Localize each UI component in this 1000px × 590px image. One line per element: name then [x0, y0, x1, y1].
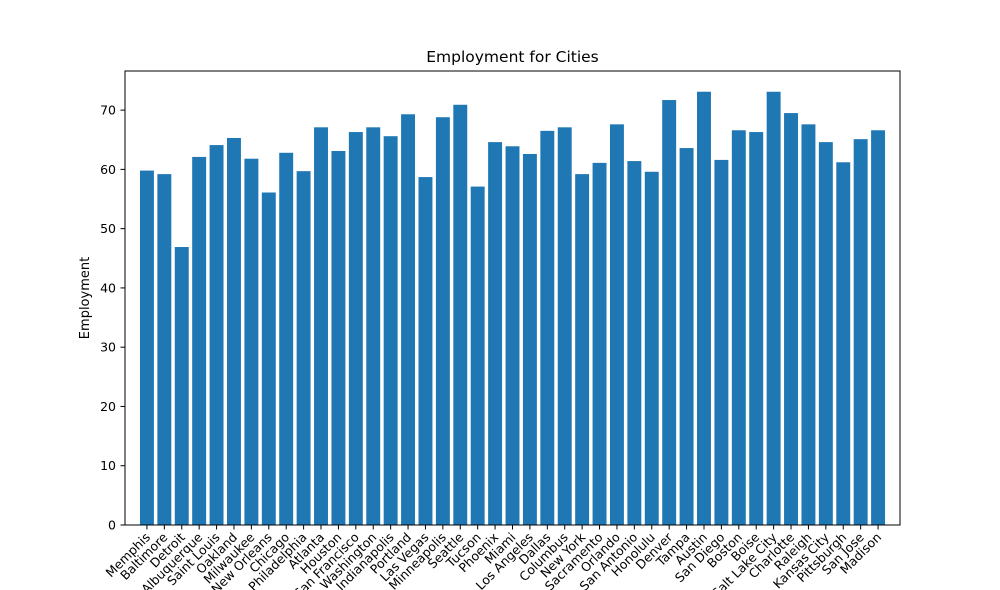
bars-layer — [139, 91, 886, 526]
bar-denver — [662, 100, 677, 525]
bar-detroit — [174, 247, 189, 525]
bar-indianapolis — [383, 136, 398, 525]
y-tick-label: 20 — [100, 399, 116, 414]
bar-milwaukee — [244, 158, 259, 525]
y-tick-label: 60 — [100, 162, 116, 177]
bar-san-diego — [714, 159, 729, 525]
y-tick-label: 0 — [108, 518, 116, 533]
bar-chicago — [279, 152, 294, 526]
bar-san-jose — [853, 139, 868, 525]
bar-madison — [871, 130, 886, 525]
bar-washington — [366, 127, 381, 525]
bar-los-angeles — [522, 153, 537, 526]
bar-philadelphia — [296, 171, 311, 525]
bar-saint-louis — [209, 145, 224, 525]
bar-tucson — [470, 186, 485, 525]
x-axis: MemphisBaltimoreDetroitAlbuquerqueSaint … — [102, 525, 884, 590]
bar-baltimore — [157, 174, 172, 525]
bar-dallas — [540, 130, 555, 526]
bar-salt-lake-city — [766, 91, 781, 526]
bar-miami — [505, 146, 520, 525]
y-tick-label: 70 — [100, 103, 116, 118]
bar-seattle — [453, 104, 468, 525]
bar-charlotte — [784, 113, 798, 525]
bar-atlanta — [314, 127, 328, 525]
bar-las-vegas — [418, 177, 433, 525]
y-tick-label: 30 — [100, 340, 116, 355]
bar-new-orleans — [261, 192, 276, 525]
bar-memphis — [139, 170, 154, 525]
bar-portland — [401, 114, 416, 526]
bar-minneapolis — [435, 117, 450, 525]
plot-frame — [124, 70, 901, 526]
bar-honolulu — [644, 171, 659, 525]
bar-oakland — [227, 137, 241, 525]
bar-new-york — [575, 174, 590, 525]
bar-columbus — [557, 127, 572, 525]
bar-pittsburgh — [836, 162, 851, 525]
y-axis-title: Employment — [78, 257, 93, 339]
y-tick-label: 50 — [100, 221, 116, 236]
bar-orlando — [609, 124, 624, 525]
bar-sacramento — [592, 162, 607, 525]
y-tick-label: 10 — [100, 458, 116, 473]
bar-austin — [697, 91, 711, 526]
bar-san-francisco — [348, 132, 363, 526]
y-tick-label: 40 — [100, 280, 116, 295]
bar-raleigh — [801, 124, 816, 525]
bar-phoenix — [488, 142, 503, 525]
bar-boise — [749, 132, 764, 526]
bar-houston — [331, 151, 346, 525]
bar-boston — [731, 130, 746, 525]
chart-title: Employment for Cities — [426, 48, 599, 66]
y-axis: 0 10 20 30 40 50 60 70 — [100, 103, 125, 533]
bar-san-antonio — [627, 161, 642, 525]
bar-albuquerque — [192, 156, 207, 525]
bar-tampa — [679, 148, 694, 526]
bar-kansas-city — [818, 142, 833, 525]
